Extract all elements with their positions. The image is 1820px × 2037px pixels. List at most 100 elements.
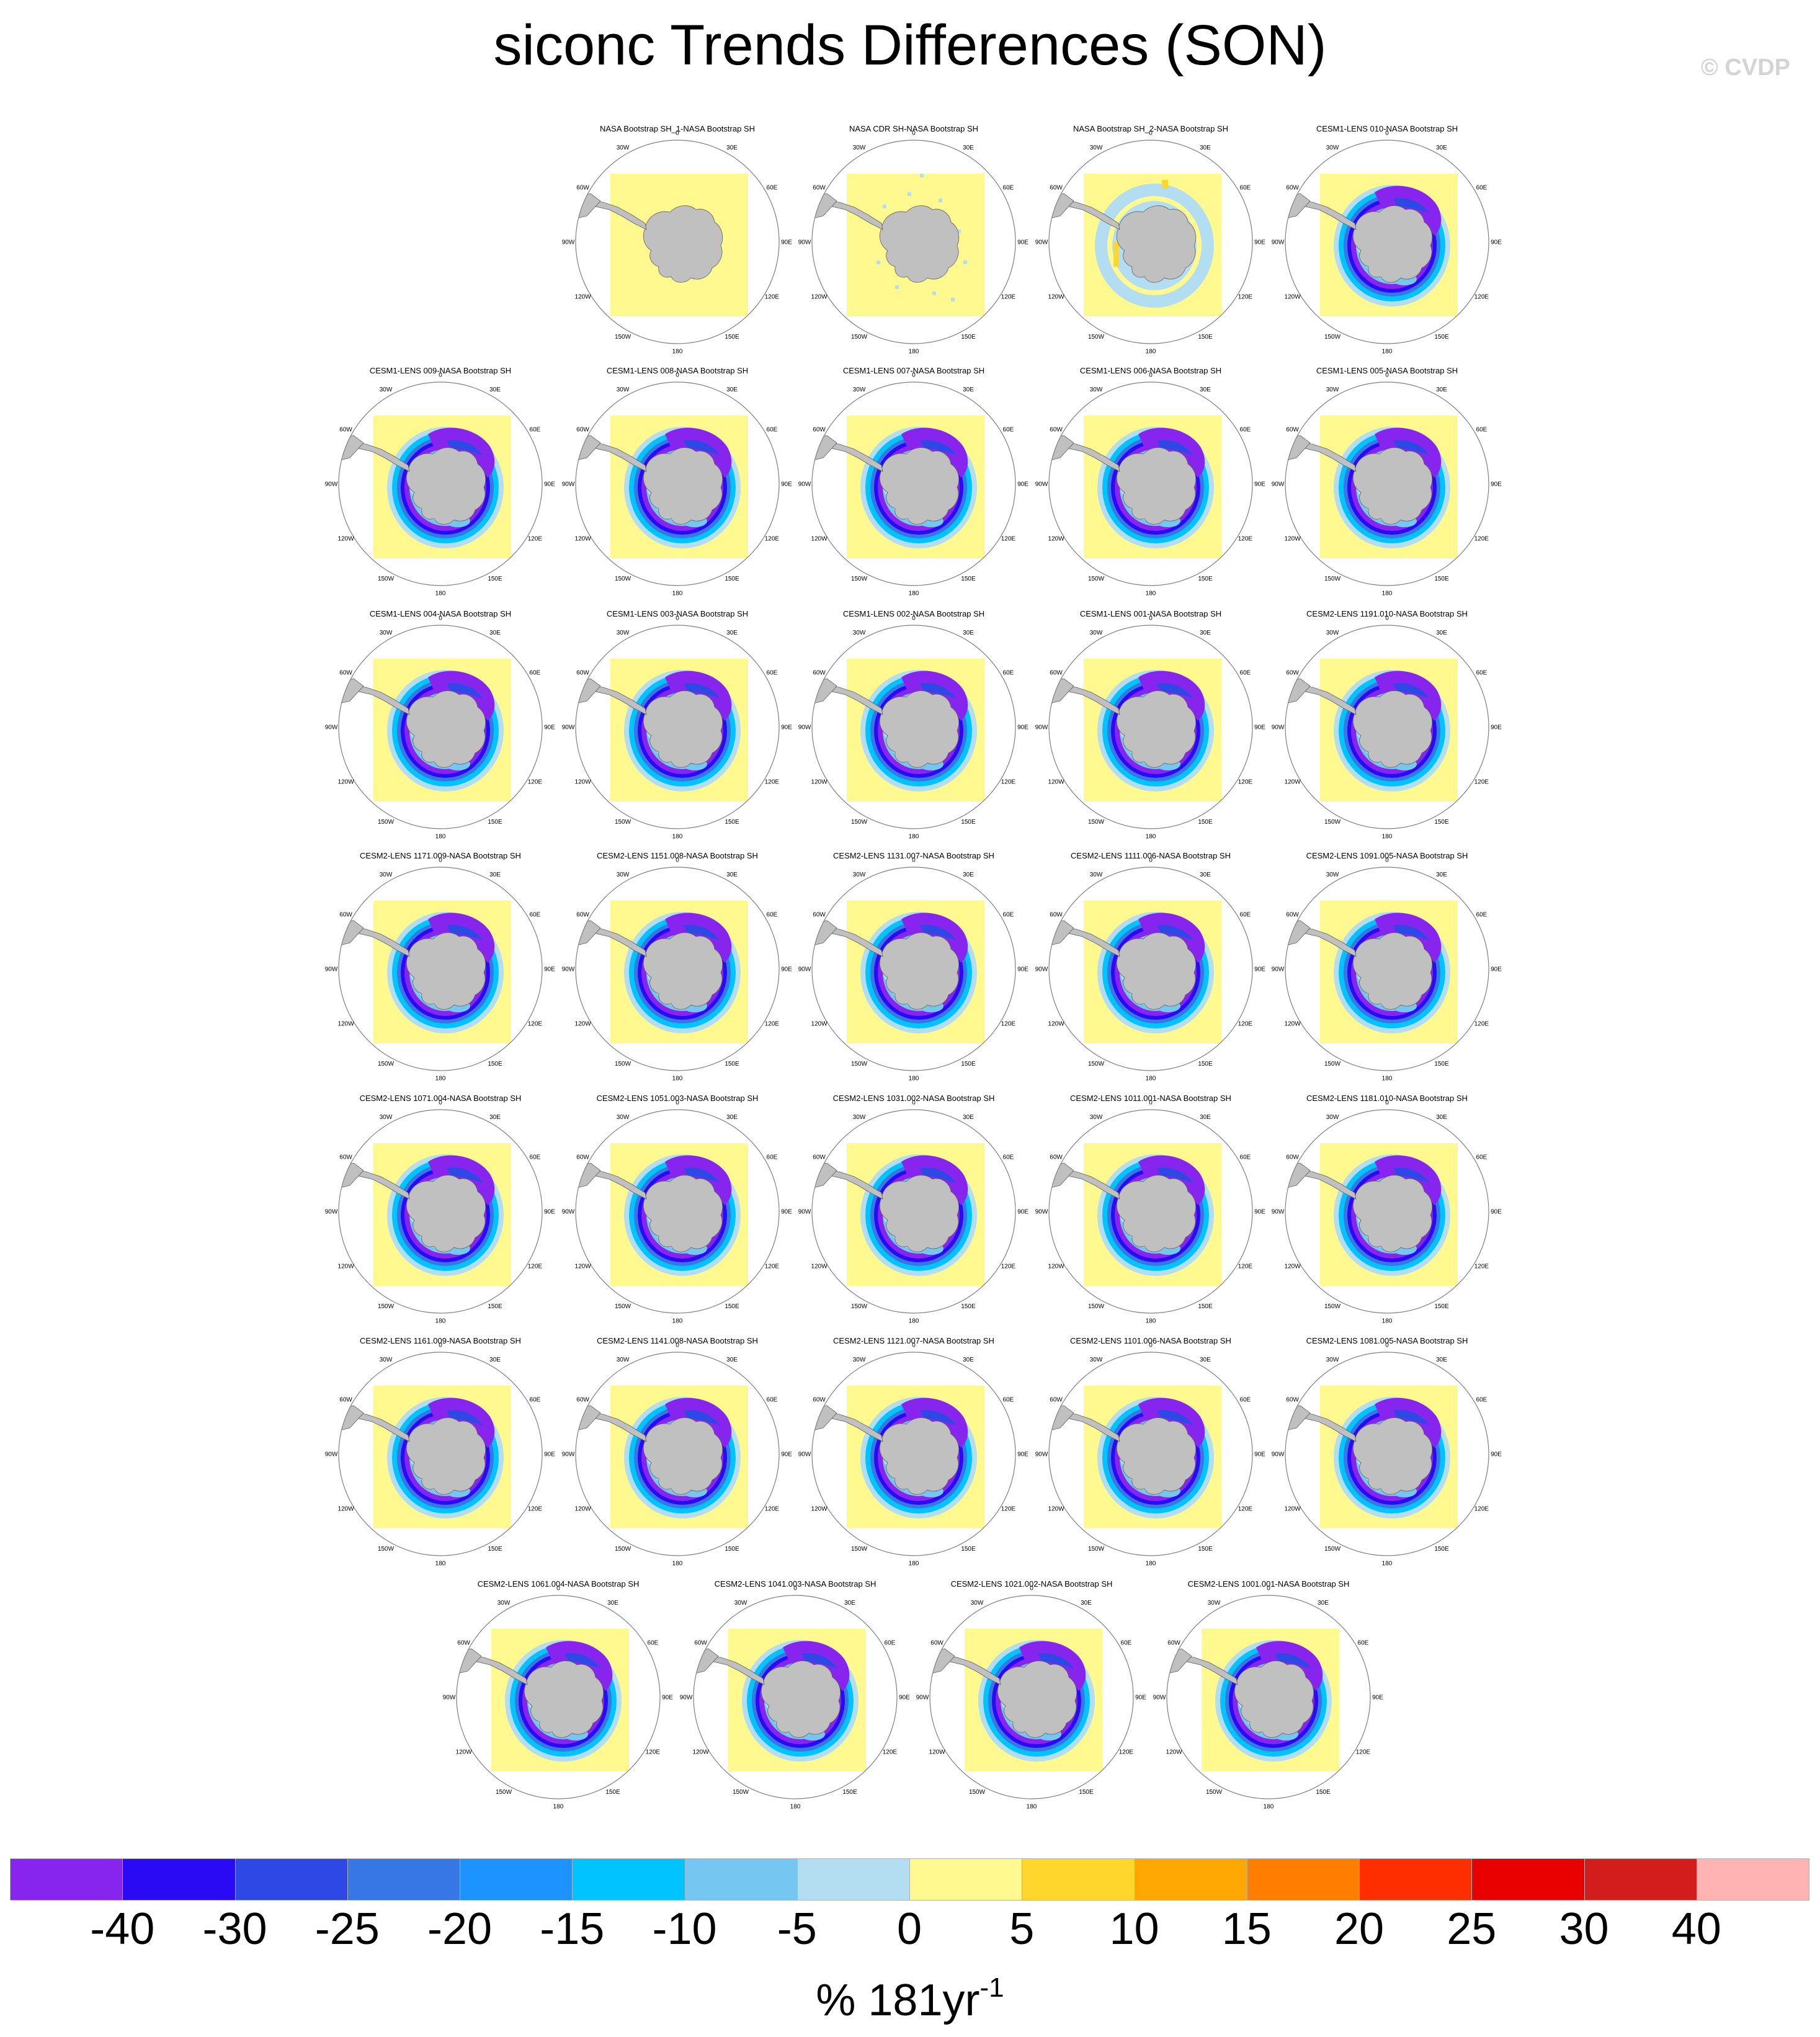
longitude-label: 60E (530, 1154, 541, 1161)
longitude-label: 120E (1001, 536, 1016, 543)
panel-title: CESM2-LENS 1001.001-NASA Bootstrap SH (1187, 1579, 1350, 1589)
longitude-label: 0 (1385, 372, 1389, 379)
antarctica-landmass (643, 690, 723, 768)
longitude-label: 30W (1326, 1114, 1339, 1121)
longitude-label: 60E (1476, 1154, 1488, 1161)
longitude-label: 90E (781, 724, 792, 731)
longitude-label: 30W (853, 386, 866, 393)
longitude-label: 90W (680, 1695, 693, 1701)
longitude-label: 120E (1001, 1021, 1016, 1028)
polar-map: 0 30E 60E 90E 120E 150E 180 150W 120W 90W 60W 30W (562, 1342, 793, 1567)
longitude-label: 30E (963, 386, 974, 393)
longitude-label: 150W (615, 576, 631, 582)
panel-title: CESM2-LENS 1131.007-NASA Bootstrap SH (833, 851, 994, 860)
longitude-label: 30E (1318, 1600, 1329, 1607)
longitude-label: 0 (1385, 857, 1389, 864)
longitude-label: 180 (435, 1318, 446, 1325)
longitude-label: 0 (912, 372, 916, 379)
longitude-label: 120W (1166, 1749, 1183, 1756)
longitude-label: 90E (1491, 1209, 1502, 1216)
longitude-label: 120E (1238, 1264, 1253, 1270)
antarctica-landmass (1352, 205, 1433, 283)
longitude-label: 60W (339, 427, 352, 434)
longitude-label: 0 (1149, 372, 1153, 379)
colorbar-tick: -30 (202, 1904, 267, 1954)
polar-map: 0 30E 60E 90E 120E 150E 180 150W 120W 90W 60W 30W (798, 857, 1029, 1082)
longitude-label: 60E (767, 1397, 778, 1404)
polar-map: 0 30E 60E 90E 120E 150E 180 150W 120W 90W 60W 30W (798, 130, 1029, 355)
panel-title: CESM2-LENS 1181.010-NASA Bootstrap SH (1306, 1094, 1468, 1103)
longitude-label: 90W (1035, 966, 1048, 973)
longitude-label: 30E (1436, 1357, 1447, 1363)
longitude-label: 120E (765, 536, 780, 543)
longitude-label: 60E (767, 427, 778, 434)
longitude-label: 120W (929, 1749, 946, 1756)
longitude-label: 150E (1434, 819, 1449, 826)
panel-title: CESM2-LENS 1041.003-NASA Bootstrap SH (714, 1579, 877, 1589)
map-panel: CESM2-LENS 1131.007-NASA Bootstrap SH 0 30… (798, 851, 1029, 1082)
longitude-label: 150E (961, 334, 976, 341)
longitude-label: 150W (851, 576, 868, 582)
longitude-label: 90E (1017, 724, 1028, 731)
longitude-label: 150W (615, 1546, 631, 1553)
longitude-label: 150E (961, 819, 976, 826)
longitude-label: 150E (1079, 1789, 1094, 1796)
longitude-label: 60E (1240, 1154, 1251, 1161)
panel-title: CESM2-LENS 1011.001-NASA Bootstrap SH (1070, 1094, 1231, 1103)
polar-map: 0 30E 60E 90E 120E 150E 180 150W 120W 90W 60W 30W (562, 130, 793, 355)
panel-title: CESM2-LENS 1171.009-NASA Bootstrap SH (360, 851, 521, 860)
longitude-label: 150W (851, 1546, 868, 1553)
longitude-label: 60W (1050, 912, 1063, 919)
longitude-label: 90E (544, 966, 555, 973)
panel-title: CESM2-LENS 1081.005-NASA Bootstrap SH (1306, 1336, 1468, 1345)
colorbar-tick: 5 (1009, 1904, 1035, 1954)
antarctica-landmass (879, 1175, 960, 1252)
map-panel: NASA Bootstrap SH_2-NASA Bootstrap SH 0 30… (1035, 124, 1266, 355)
longitude-label: 90E (544, 1451, 555, 1458)
longitude-label: 90E (1254, 724, 1265, 731)
panel-title: CESM2-LENS 1071.004-NASA Bootstrap SH (359, 1094, 522, 1103)
longitude-label: 180 (1146, 1076, 1156, 1082)
longitude-label: 90E (1017, 481, 1028, 488)
colorbar-tick: 40 (1671, 1904, 1721, 1954)
polar-map: 0 30E 60E 90E 120E 150E 180 150W 120W 90W 60W 30W (443, 1585, 674, 1811)
longitude-label: 30E (726, 145, 738, 151)
panel-title: NASA Bootstrap SH_2-NASA Bootstrap SH (1073, 124, 1228, 133)
longitude-label: 150W (1324, 1546, 1341, 1553)
longitude-label: 120W (811, 536, 828, 543)
map-panel: CESM1-LENS 001-NASA Bootstrap SH 0 30E 60E 9… (1035, 609, 1266, 840)
longitude-label: 30E (1200, 386, 1211, 393)
colorbar-tick: 30 (1559, 1904, 1609, 1954)
units-exponent: -1 (979, 1972, 1004, 2003)
antarctica-landmass (1116, 447, 1197, 525)
longitude-label: 150W (378, 1546, 395, 1553)
longitude-label: 60E (1358, 1640, 1369, 1647)
longitude-label: 60E (1003, 912, 1014, 919)
longitude-label: 90W (1272, 239, 1285, 246)
polar-map: 0 30E 60E 90E 120E 150E 180 150W 120W 90W 60W 30W (562, 857, 793, 1082)
longitude-label: 0 (1385, 130, 1389, 137)
longitude-label: 90W (1035, 481, 1048, 488)
polar-map: 0 30E 60E 90E 120E 150E 180 150W 120W 90W 60W 30W (325, 857, 556, 1082)
antarctica-landmass (997, 1660, 1077, 1738)
longitude-label: 90W (562, 239, 575, 246)
longitude-label: 60W (1050, 1397, 1063, 1404)
longitude-label: 60W (1050, 670, 1063, 677)
longitude-label: 90W (1272, 481, 1285, 488)
map-panel: CESM1-LENS 007-NASA Bootstrap SH 0 30E 60E 9… (798, 366, 1029, 597)
longitude-label: 180 (909, 591, 919, 597)
longitude-label: 90W (1272, 1209, 1285, 1216)
longitude-label: 0 (1385, 1100, 1389, 1107)
longitude-label: 30W (617, 1357, 630, 1363)
colorbar-units: % 181yr-1 (0, 1960, 1820, 2028)
colorbar-tick: -40 (90, 1904, 155, 1954)
longitude-label: 90W (1035, 239, 1048, 246)
longitude-label: 90E (1135, 1695, 1146, 1701)
longitude-label: 30W (617, 386, 630, 393)
longitude-label: 90E (781, 481, 792, 488)
longitude-label: 150E (488, 576, 502, 582)
longitude-label: 30W (617, 871, 630, 878)
longitude-label: 30E (1436, 871, 1447, 878)
longitude-label: 150W (969, 1789, 986, 1796)
longitude-label: 60W (576, 427, 589, 434)
